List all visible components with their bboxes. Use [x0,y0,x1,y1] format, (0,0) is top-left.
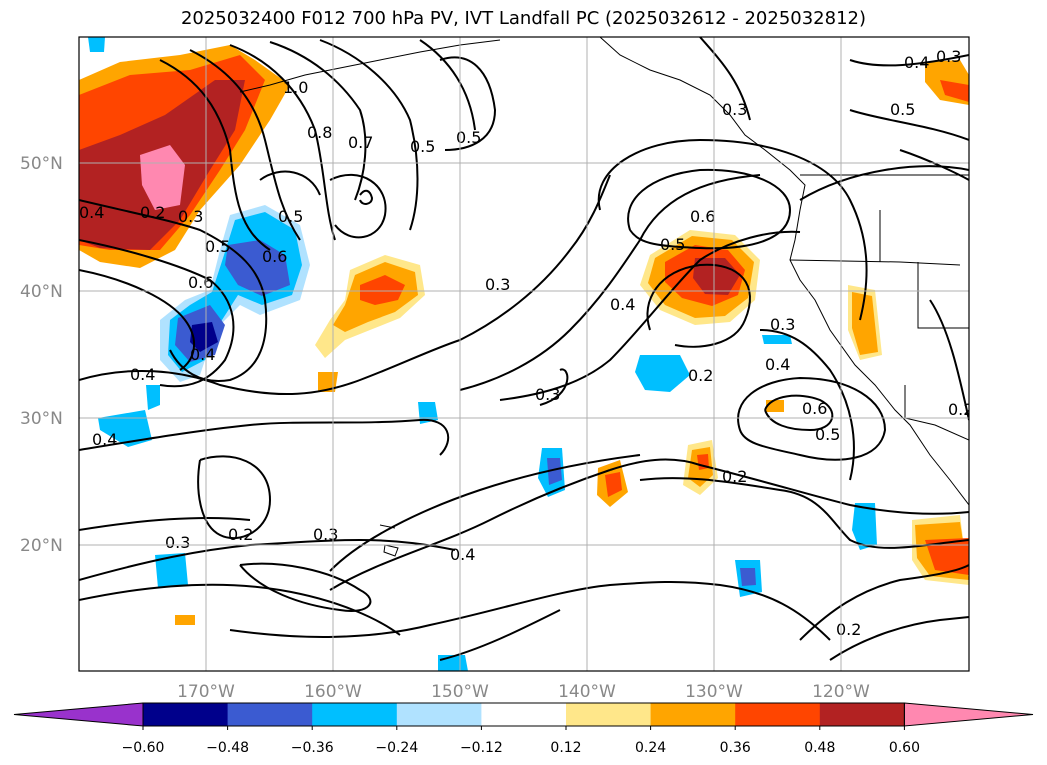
colorbar-tick-label: −0.60 [122,740,165,756]
contour-label: 0.5 [815,425,840,444]
contour-label: 0.4 [450,545,475,564]
contour-label: 1.0 [283,78,308,97]
colorbar-segment [819,703,905,726]
lon-label: 150°W [431,682,489,702]
contour-label: 0.7 [348,133,373,152]
colorbar-extend-high [903,702,1034,727]
lat-label: 20°N [20,536,63,556]
contour-label: 0.6 [690,207,715,226]
north-america-coast [599,37,969,506]
map-frame [78,36,970,672]
colorbar-tick-label: 0.12 [550,740,581,756]
contour-label: 0.8 [307,123,332,142]
contour-label: 0.2 [688,366,713,385]
colorbar-segment [735,703,821,726]
coastlines [239,37,969,557]
contour-label: 0.3 [178,207,203,226]
contour-label: 0.2 [948,400,973,419]
colorbar-segment [143,703,229,726]
lon-label: 120°W [812,682,870,702]
map-title: 2025032400 F012 700 hPa PV, IVT Landfall… [180,8,867,29]
colorbar-tick-label: −0.24 [375,740,418,756]
contour-label: 0.5 [890,100,915,119]
contour-label: 0.3 [770,315,795,334]
colorbar-segment [566,703,652,726]
colorbar-tick-label: 0.24 [635,740,666,756]
contour-label: 0.4 [190,345,215,364]
contour-label: 0.3 [165,533,190,552]
colorbar: −0.60 −0.48 −0.36 −0.24 −0.12 0.12 0.24 0.36 0.4… [13,702,1034,756]
contour-label: 0.4 [79,203,104,222]
latitude-labels: 50°N 40°N 30°N 20°N [20,154,63,556]
contour-label: 0.5 [456,128,481,147]
contour-label: 0.3 [485,275,510,294]
contour-label: 0.4 [92,430,117,449]
colorbar-tick-label: −0.36 [291,740,334,756]
colorbar-tick-label: 0.48 [804,740,835,756]
colorbar-tick-label: 0.60 [889,740,920,756]
contour-label: 0.2 [140,203,165,222]
contour-label: 0.5 [410,137,435,156]
contour-label: 0.3 [722,100,747,119]
lon-label: 130°W [685,682,743,702]
contour-label: 0.3 [313,525,338,544]
lat-label: 40°N [20,282,63,302]
colorbar-frame [142,702,905,727]
colorbar-segment [312,703,398,726]
lon-label: 170°W [177,682,235,702]
contour-label: 0.6 [262,247,287,266]
contour-label: 0.6 [188,273,213,292]
colorbar-tick-label: −0.48 [206,740,249,756]
colorbar-segment [650,703,736,726]
contour-label: 0.5 [205,237,230,256]
contour-label: 0.2 [722,467,747,486]
contour-label: 0.2 [836,620,861,639]
contour-label: 0.4 [130,365,155,384]
contour-label: 0.4 [610,295,635,314]
colorbar-tick-label: 0.36 [720,740,751,756]
contour-label: 0.6 [802,399,827,418]
colorbar-segment [227,703,313,726]
aleutian-coast [239,39,501,93]
contour-label: 0.5 [660,235,685,254]
contour-label: 0.4 [904,53,929,72]
contour-label: 0.2 [228,525,253,544]
gridlines [79,37,969,671]
colorbar-segment [481,703,567,726]
contour-labels: 1.0 0.8 0.7 0.5 0.5 0.3 0.3 0.4 0.5 0.4 … [79,47,973,639]
lon-label: 140°W [558,682,616,702]
contour-label: 0.5 [278,207,303,226]
contour-label: 0.3 [936,47,961,66]
colorbar-extend-low [13,702,144,727]
lon-label: 160°W [304,682,362,702]
contour-label: 0.4 [765,355,790,374]
colorbar-tick-label: −0.12 [460,740,503,756]
contour-label: 0.3 [535,385,560,404]
longitude-labels: 170°W 160°W 150°W 140°W 130°W 120°W [177,682,870,702]
shaded-fields [79,37,969,671]
pv-contours [79,37,969,661]
lat-label: 50°N [20,154,63,174]
colorbar-segment [396,703,482,726]
lat-label: 30°N [20,409,63,429]
